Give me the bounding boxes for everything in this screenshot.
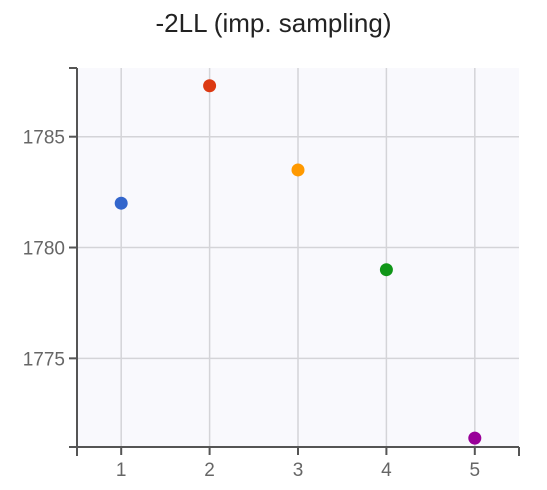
grid-lines (77, 68, 519, 447)
x-tick-label-3: 3 (293, 460, 304, 481)
data-point-2 (203, 79, 217, 93)
y-tick-label-1780: 1780 (23, 239, 65, 260)
y-tick-label-1785: 1785 (23, 128, 65, 149)
x-tick-label-2: 2 (204, 460, 215, 481)
data-point-1 (114, 196, 128, 210)
chart-title: -2LL (imp. sampling) (155, 8, 392, 38)
data-points (114, 79, 482, 445)
y-axis-ticks: 1775 1780 1785 (23, 128, 77, 370)
x-axis-ticks: 1 2 3 4 5 (116, 447, 480, 481)
data-point-4 (379, 263, 393, 277)
x-tick-label-1: 1 (116, 460, 127, 481)
data-point-5 (468, 431, 482, 445)
x-tick-label-5: 5 (470, 460, 481, 481)
x-tick-label-4: 4 (381, 460, 392, 481)
data-point-3 (291, 163, 305, 177)
y-tick-label-1775: 1775 (23, 349, 65, 370)
